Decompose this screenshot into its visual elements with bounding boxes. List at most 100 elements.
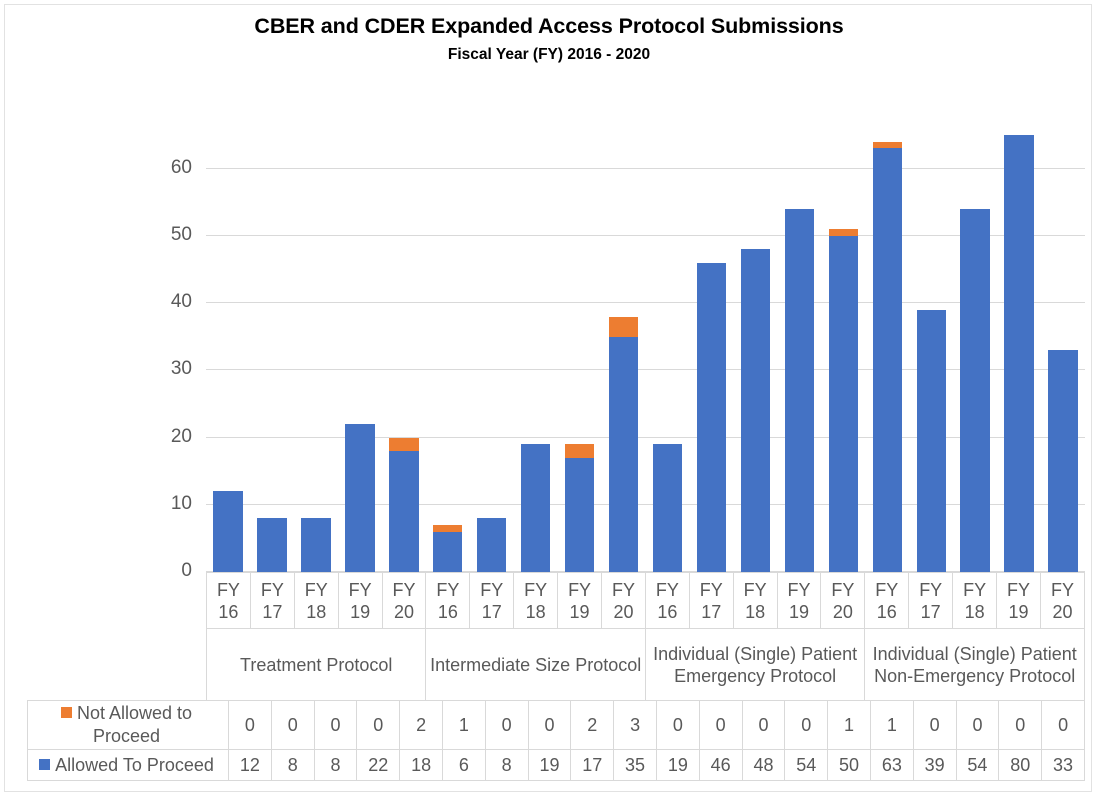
plot-area: 0 10 20 30 40 50 60 (171, 135, 1085, 581)
bar-stack[interactable] (564, 444, 595, 572)
y-axis-tick-label: 0 (181, 560, 192, 581)
bar-segment-not-allowed[interactable] (389, 437, 419, 451)
bar-segment-allowed[interactable] (1004, 135, 1034, 572)
table-cell-allowed: 80 (998, 749, 1043, 781)
bar-segment-allowed[interactable] (1048, 350, 1078, 572)
bar-segment-allowed[interactable] (301, 518, 331, 572)
gridline: 50 (171, 224, 1085, 245)
bar-stack[interactable] (740, 249, 771, 572)
bar-stack[interactable] (257, 518, 287, 572)
category-axis-year-cell: FY 19 (996, 572, 1041, 629)
bar-stack[interactable] (213, 491, 243, 572)
bar-slot[interactable] (777, 135, 821, 572)
bar-slot[interactable] (689, 135, 733, 572)
table-cell-allowed: 39 (912, 749, 957, 781)
bar-stack[interactable] (828, 229, 859, 572)
bar-slot[interactable] (646, 135, 690, 572)
bar-slot[interactable] (821, 135, 865, 572)
bar-segment-not-allowed[interactable] (564, 444, 595, 458)
category-axis-group-row: Treatment Protocol Intermediate Size Prot… (205, 628, 1085, 701)
table-cell-not-allowed: 0 (784, 700, 829, 750)
bar-stack[interactable] (345, 424, 375, 572)
bar-segment-allowed[interactable] (433, 531, 463, 572)
bar-stack[interactable] (1004, 135, 1034, 572)
chart-frame: CBER and CDER Expanded Access Protocol S… (4, 4, 1092, 792)
bar-segment-allowed[interactable] (389, 450, 419, 572)
bar-slot[interactable] (997, 135, 1041, 572)
category-axis-year-cell: FY 18 (952, 572, 998, 629)
bar-segment-allowed[interactable] (740, 249, 771, 572)
table-cell-not-allowed: 0 (1041, 700, 1085, 750)
table-cell-allowed: 19 (527, 749, 572, 781)
bar-stack[interactable] (476, 518, 507, 572)
bar-slot[interactable] (1041, 135, 1085, 572)
bar-stack[interactable] (608, 316, 639, 572)
bar-segment-not-allowed[interactable] (872, 141, 902, 149)
bar-segment-allowed[interactable] (960, 208, 990, 572)
category-axis-year-cell: FY 19 (337, 572, 383, 629)
table-cell-allowed: 12 (228, 749, 272, 781)
bar-segment-allowed[interactable] (520, 444, 551, 572)
table-cell-not-allowed: 0 (484, 700, 529, 750)
bar-segment-allowed[interactable] (476, 518, 507, 572)
bar-segment-allowed[interactable] (652, 444, 683, 572)
bar-segment-allowed[interactable] (696, 262, 727, 572)
category-axis-year-cell: FY 18 (293, 572, 339, 629)
y-axis-tick-label: 50 (170, 223, 192, 245)
table-cell-not-allowed: 0 (998, 700, 1043, 750)
bar-segment-allowed[interactable] (872, 148, 902, 572)
bar-slot[interactable] (426, 135, 470, 572)
bar-segment-allowed[interactable] (828, 235, 859, 572)
bar-slot[interactable] (470, 135, 514, 572)
bar-stack[interactable] (301, 518, 331, 572)
category-axis-year-cell: FY 20 (1039, 572, 1086, 629)
bar-segment-allowed[interactable] (564, 457, 595, 572)
bar-slot[interactable] (294, 135, 338, 572)
bar-segment-allowed[interactable] (213, 491, 243, 572)
bar-stack[interactable] (916, 309, 946, 572)
bar-stack[interactable] (652, 444, 683, 572)
bar-segment-allowed[interactable] (608, 336, 639, 572)
bar-segment-not-allowed[interactable] (608, 316, 639, 337)
table-cell-not-allowed: 0 (741, 700, 786, 750)
bar-stack[interactable] (433, 524, 463, 572)
bar-segment-allowed[interactable] (784, 208, 815, 572)
category-axis-year-cell: FY 16 (425, 572, 471, 629)
table-cell-allowed: 18 (399, 749, 443, 781)
table-cell-allowed: 48 (741, 749, 786, 781)
bar-segment-not-allowed[interactable] (828, 229, 859, 236)
bar-stack[interactable] (696, 262, 727, 572)
bar-slot[interactable] (250, 135, 294, 572)
bar-slot[interactable] (909, 135, 953, 572)
bar-slot[interactable] (382, 135, 426, 572)
bar-slot[interactable] (206, 135, 250, 572)
legend-label-not-allowed: Not Allowed to Proceed (76, 703, 193, 746)
bar-segment-allowed[interactable] (916, 309, 946, 572)
table-cell-not-allowed: 0 (955, 700, 1000, 750)
table-cell-allowed: 8 (270, 749, 315, 781)
bar-slot[interactable] (338, 135, 382, 572)
bar-slot[interactable] (865, 135, 909, 572)
bar-stack[interactable] (1048, 350, 1078, 572)
bar-slot[interactable] (602, 135, 646, 572)
bar-stack[interactable] (872, 141, 902, 572)
bar-segment-not-allowed[interactable] (433, 524, 463, 532)
table-cell-not-allowed: 0 (912, 700, 957, 750)
bar-stack[interactable] (389, 437, 419, 572)
bar-slot[interactable] (953, 135, 997, 572)
category-axis-group-cell: Intermediate Size Protocol (425, 628, 646, 701)
gridline: 40 (171, 291, 1085, 312)
bar-stack[interactable] (520, 444, 551, 572)
bar-slot[interactable] (558, 135, 602, 572)
bar-segment-allowed[interactable] (257, 518, 287, 572)
gridline: 30 (171, 358, 1085, 379)
table-cell-not-allowed: 1 (869, 700, 914, 750)
table-cell-allowed: 6 (441, 749, 486, 781)
bar-slot[interactable] (514, 135, 558, 572)
bar-stack[interactable] (784, 208, 815, 572)
bar-segment-allowed[interactable] (345, 424, 375, 572)
table-cell-allowed: 8 (313, 749, 358, 781)
bar-stack[interactable] (960, 208, 990, 572)
bar-slot[interactable] (733, 135, 777, 572)
